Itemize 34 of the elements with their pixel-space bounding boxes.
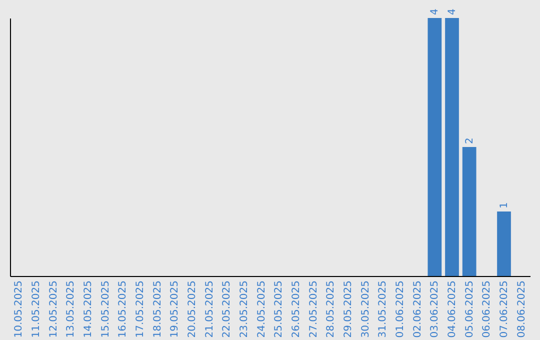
x-tick-label: 06.06.2025: [482, 280, 493, 338]
x-tick-label: 13.05.2025: [66, 280, 77, 338]
x-tick-label: 02.06.2025: [412, 280, 424, 338]
x-tick-label: 16.05.2025: [118, 280, 129, 338]
data-label: 4: [430, 8, 441, 15]
data-label: 4: [447, 8, 458, 15]
x-tick-label: 27.05.2025: [308, 280, 320, 338]
x-tick-label: 24.05.2025: [256, 280, 268, 338]
x-tick-label: 29.05.2025: [343, 280, 354, 338]
x-tick-label: 10.05.2025: [14, 280, 25, 338]
x-tick-label: 15.05.2025: [100, 280, 112, 338]
x-tick-label: 14.05.2025: [83, 280, 94, 338]
x-tick-label: 19.05.2025: [170, 280, 181, 338]
x-tick-label: 17.05.2025: [135, 280, 146, 338]
x-tick-label: 30.05.2025: [360, 280, 372, 338]
data-label: 2: [464, 138, 476, 144]
data-label: 1: [499, 202, 510, 208]
x-tick-label: 05.06.2025: [464, 280, 476, 338]
x-tick-label: 25.05.2025: [274, 280, 285, 338]
x-tick-label: 22.05.2025: [222, 280, 233, 338]
x-tick-label: 23.05.2025: [239, 280, 250, 338]
x-tick-label: 28.05.2025: [326, 280, 337, 338]
x-tick-label: 21.05.2025: [204, 280, 216, 338]
x-tick-label: 26.05.2025: [291, 280, 302, 338]
x-tick-label: 03.06.2025: [430, 280, 441, 338]
x-tick-label: 04.06.2025: [447, 280, 458, 338]
x-tick-label: 11.05.2025: [31, 280, 42, 338]
x-tick-label: 07.06.2025: [499, 280, 510, 338]
x-tick-label: 31.05.2025: [378, 280, 389, 338]
x-tick-label: 12.05.2025: [48, 280, 60, 338]
x-tick-label: 20.05.2025: [187, 280, 198, 338]
x-tick-label: 01.06.2025: [395, 280, 406, 338]
x-tick-label: 08.06.2025: [516, 280, 528, 338]
x-tick-label: 18.05.2025: [152, 280, 164, 338]
